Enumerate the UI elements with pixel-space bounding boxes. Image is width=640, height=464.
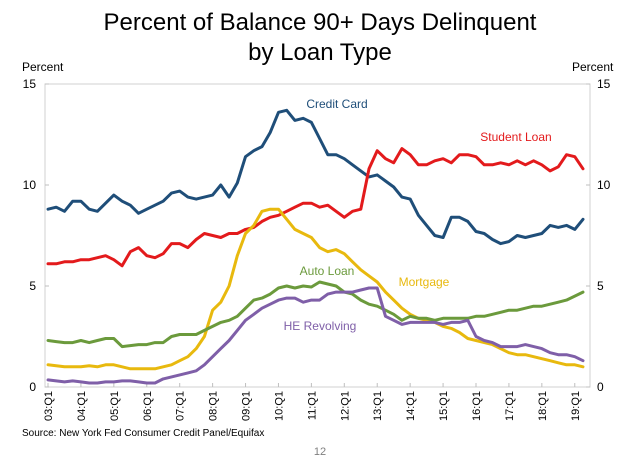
x-tick-label: 06:Q1 (142, 391, 154, 421)
x-tick-label: 12:Q1 (339, 391, 351, 421)
x-tick-label: 16:Q1 (471, 391, 483, 421)
series-label-credit-card: Credit Card (306, 97, 367, 111)
y-unit-right: Percent (572, 60, 614, 74)
series-label-auto-loan: Auto Loan (300, 264, 355, 278)
x-tick-label: 03:Q1 (43, 391, 55, 421)
x-tick-label: 19:Q1 (570, 391, 582, 421)
x-tick-label: 05:Q1 (109, 391, 121, 421)
y-tick-label-left: 5 (29, 279, 36, 293)
plot-frame (44, 83, 591, 388)
series-label-student-loan: Student Loan (480, 130, 551, 144)
y-tick-label-left: 15 (23, 77, 37, 91)
y-tick-label-left: 0 (29, 380, 36, 394)
x-tick-label: 07:Q1 (175, 391, 187, 421)
source-note: Source: New York Fed Consumer Credit Pan… (22, 428, 265, 439)
chart-title-line2: by Loan Type (248, 39, 392, 66)
series-label-he-revolving: HE Revolving (284, 319, 357, 333)
x-tick-label: 11:Q1 (306, 391, 318, 420)
y-tick-label-right: 10 (597, 178, 611, 192)
x-tick-label: 04:Q1 (76, 391, 88, 421)
x-tick-label: 13:Q1 (372, 391, 384, 421)
x-tick-label: 17:Q1 (504, 391, 516, 421)
chart-title-line1: Percent of Balance 90+ Days Delinquent (103, 9, 537, 36)
y-tick-label-right: 5 (597, 279, 604, 293)
y-unit-left: Percent (22, 60, 64, 74)
x-tick-label: 15:Q1 (438, 391, 450, 421)
y-tick-label-right: 15 (597, 77, 611, 91)
series-line-he-revolving (46, 286, 585, 385)
page-number: 12 (313, 446, 327, 458)
series-line-auto-loan (46, 280, 585, 349)
y-tick-label-right: 0 (597, 380, 604, 394)
series-label-mortgage: Mortgage (399, 275, 450, 289)
series-line-mortgage (46, 207, 585, 371)
x-tick-label: 14:Q1 (405, 391, 417, 421)
series-line-credit-card (46, 108, 585, 246)
x-tick-label: 18:Q1 (537, 391, 549, 421)
series-line-student-loan (46, 147, 585, 268)
y-tick-label-left: 10 (23, 178, 37, 192)
x-tick-label: 08:Q1 (208, 391, 220, 421)
x-tick-label: 10:Q1 (273, 391, 285, 421)
x-tick-label: 09:Q1 (241, 391, 253, 421)
